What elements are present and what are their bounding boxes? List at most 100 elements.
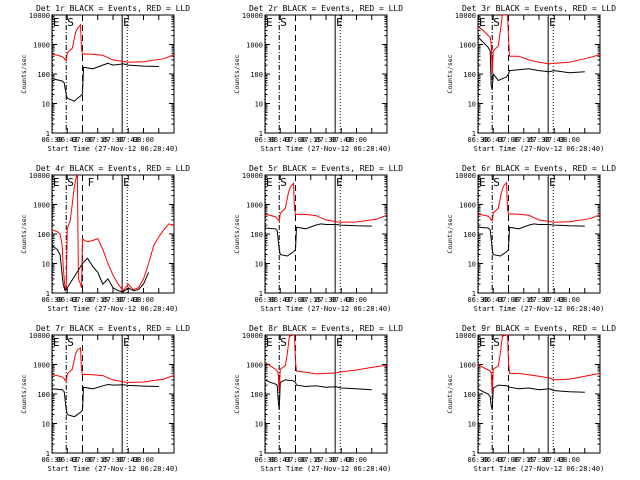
y-tick-label: 10000: [455, 12, 476, 20]
x-tick-label: 07:15: [513, 296, 534, 304]
marker-label: S: [493, 176, 500, 189]
y-tick-label: 100: [463, 391, 476, 399]
panel-5: 1 10 100 1000 10000 06:3006:4307:0007:1507:30…: [233, 164, 403, 313]
x-tick-label: 06:43: [270, 296, 291, 304]
marker-label: S: [67, 16, 74, 29]
y-tick-label: 100: [250, 231, 263, 239]
series-line-lld: [478, 181, 600, 223]
marker-label: E: [123, 16, 130, 29]
y-axis-label: Counts/sec: [446, 54, 454, 93]
x-tick-label: 07:00: [72, 136, 93, 144]
x-axis-label: Start Time (27-Nov-12 06:28:40): [48, 145, 179, 153]
y-tick-label: 1000: [246, 202, 263, 210]
marker-label: S: [493, 16, 500, 29]
y-tick-label: 1000: [33, 42, 50, 50]
x-tick-label: 07:30: [528, 456, 549, 464]
series-line-lld: [265, 335, 387, 392]
series-line-lld: [52, 175, 174, 292]
x-tick-label: 07:30: [315, 136, 336, 144]
y-tick-label: 10: [468, 261, 476, 269]
axes-frame: [264, 174, 388, 294]
data-layer: [52, 175, 174, 293]
y-axis-label: Counts/sec: [20, 374, 28, 413]
y-tick-label: 10: [468, 421, 476, 429]
data-layer: [265, 182, 387, 257]
marker-label: E: [53, 16, 60, 29]
x-tick-label: 07:43: [544, 136, 565, 144]
marker-label: E: [479, 336, 486, 349]
panel-3: 1 10 100 1000 10000 06:3006:4307:0007:1507:30…: [446, 4, 616, 153]
x-tick-label: 07:00: [498, 296, 519, 304]
x-tick-label: 06:30: [467, 296, 488, 304]
series-line-events: [52, 383, 159, 418]
x-tick-label: 08:00: [559, 296, 580, 304]
chart-title: Det 7r BLACK = Events, RED = LLD: [36, 324, 190, 333]
x-axis-label: Start Time (27-Nov-12 06:28:40): [261, 305, 392, 313]
x-tick-label: 08:00: [346, 456, 367, 464]
x-tick-label: 06:30: [254, 296, 275, 304]
chart-title: Det 4r BLACK = Events, RED = LLD: [36, 164, 190, 173]
marker-label: E: [549, 176, 556, 189]
axes-frame: [264, 334, 388, 454]
x-tick-label: 08:00: [346, 136, 367, 144]
x-axis-label: Start Time (27-Nov-12 06:28:40): [474, 145, 605, 153]
x-tick-label: 07:43: [544, 456, 565, 464]
y-tick-label: 1: [472, 290, 476, 298]
x-tick-label: 07:15: [87, 136, 108, 144]
marker-label: S: [280, 16, 287, 29]
panel-7: 1 10 100 1000 10000 06:3006:4307:0007:1507:30…: [20, 324, 190, 473]
series-line-events: [265, 223, 372, 257]
y-axis-label: Counts/sec: [446, 214, 454, 253]
series-line-lld: [478, 15, 600, 75]
axes-frame: [477, 14, 601, 134]
marker-label: S: [493, 336, 500, 349]
x-tick-label: 08:00: [346, 296, 367, 304]
y-axis-label: Counts/sec: [446, 374, 454, 413]
x-tick-label: 06:43: [270, 456, 291, 464]
x-tick-label: 08:00: [133, 296, 154, 304]
marker-label: E: [53, 176, 60, 189]
y-tick-label: 1000: [459, 42, 476, 50]
axes-frame: [51, 334, 175, 454]
chart-title: Det 8r BLACK = Events, RED = LLD: [249, 324, 403, 333]
data-layer: [478, 335, 600, 410]
marker-label: E: [336, 336, 343, 349]
marker-label: E: [123, 176, 130, 189]
marker-label: E: [266, 16, 273, 29]
x-tick-label: 07:15: [87, 296, 108, 304]
y-tick-label: 100: [37, 231, 50, 239]
x-axis-label: Start Time (27-Nov-12 06:28:40): [474, 465, 605, 473]
y-tick-label: 1: [46, 130, 50, 138]
x-tick-label: 08:00: [133, 136, 154, 144]
x-axis-label: Start Time (27-Nov-12 06:28:40): [474, 305, 605, 313]
y-tick-label: 10: [468, 101, 476, 109]
y-tick-label: 10: [255, 421, 263, 429]
marker-label: S: [67, 336, 74, 349]
y-tick-label: 10000: [242, 172, 263, 180]
panel-2: 1 10 100 1000 10000 06:3006:4307:0007:1507:30…: [233, 4, 403, 153]
x-tick-label: 06:30: [254, 136, 275, 144]
marker-label: F: [88, 176, 95, 189]
axes-frame: [264, 14, 388, 134]
x-tick-label: 07:00: [72, 296, 93, 304]
y-tick-label: 10000: [29, 12, 50, 20]
x-tick-label: 06:30: [41, 136, 62, 144]
x-tick-label: 06:43: [483, 296, 504, 304]
x-tick-label: 07:30: [102, 456, 123, 464]
x-tick-label: 07:30: [528, 136, 549, 144]
x-tick-label: 07:30: [102, 136, 123, 144]
x-tick-label: 07:00: [498, 456, 519, 464]
x-tick-label: 06:30: [467, 136, 488, 144]
x-tick-label: 06:30: [467, 456, 488, 464]
x-tick-label: 07:43: [544, 296, 565, 304]
marker-label: S: [280, 176, 287, 189]
y-tick-label: 10000: [29, 332, 50, 340]
series-line-lld: [52, 23, 174, 63]
data-layer: [52, 23, 174, 102]
y-tick-label: 1: [46, 450, 50, 458]
y-tick-label: 10000: [455, 332, 476, 340]
y-axis-label: Counts/sec: [233, 214, 241, 253]
series-line-events: [478, 384, 585, 410]
x-tick-label: 08:00: [559, 136, 580, 144]
data-layer: [478, 15, 600, 90]
